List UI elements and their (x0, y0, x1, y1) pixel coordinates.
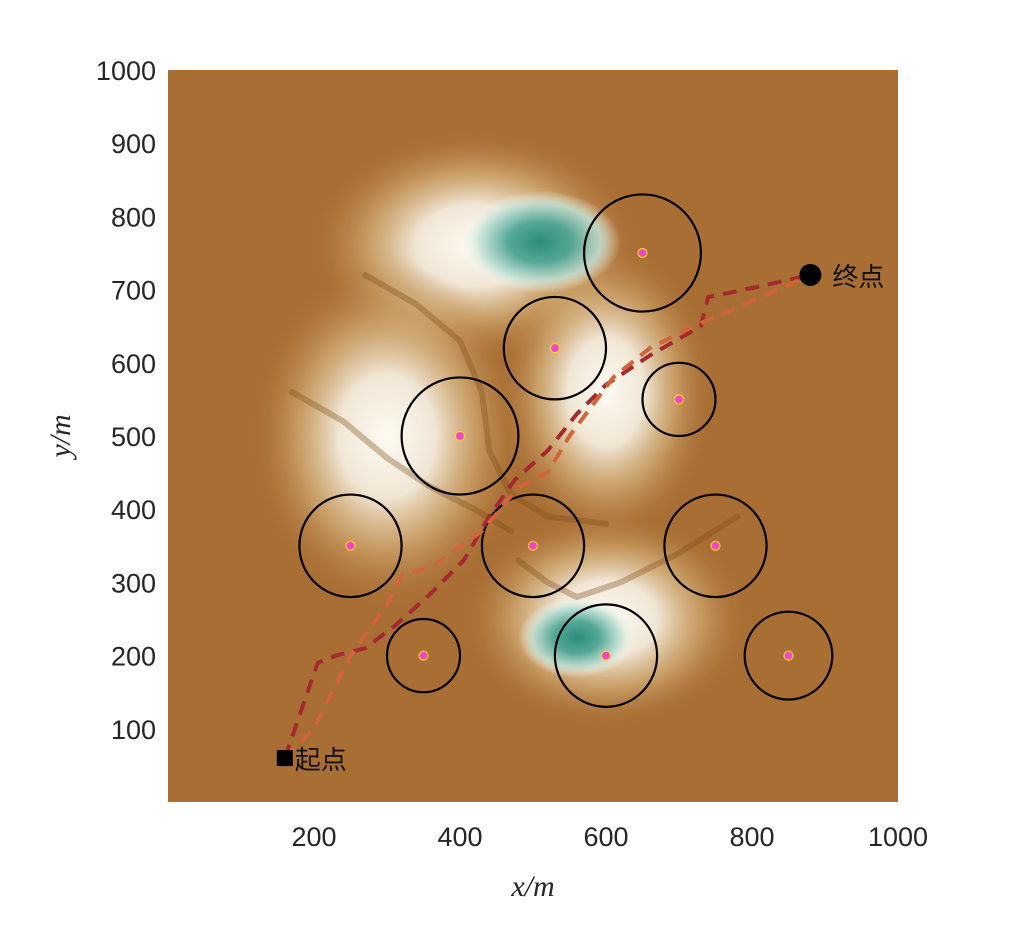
y-tick-label: 500 (111, 422, 156, 452)
y-tick-label: 200 (111, 642, 156, 672)
x-axis-title: x/m (510, 870, 554, 903)
threat-center (710, 540, 721, 551)
y-tick-label: 800 (111, 202, 156, 232)
plot-area: 起点 终点 (168, 70, 898, 802)
threat-circle (480, 493, 586, 599)
threat-center (673, 394, 685, 405)
x-tick-label: 600 (583, 822, 628, 852)
y-tick-label: 600 (111, 349, 156, 379)
threat-circle (385, 617, 462, 694)
y-tick-label: 300 (111, 568, 156, 598)
terrain-ridge (515, 513, 741, 601)
threat-circle (400, 376, 520, 496)
x-tick-label: 800 (729, 822, 774, 852)
threat-circle (298, 493, 403, 599)
x-axis-ticks: 200 400 600 800 1000 (291, 822, 928, 852)
terrain-map (248, 128, 752, 729)
threat-center (637, 247, 648, 259)
y-tick-label: 1000 (96, 56, 156, 86)
route-line (282, 273, 811, 759)
y-tick-label: 100 (111, 715, 156, 745)
y-tick-label: 700 (111, 276, 156, 306)
end-marker (799, 263, 822, 286)
threat-center (418, 650, 429, 661)
route-endpoints: 起点 终点 (276, 263, 884, 776)
start-marker (276, 750, 293, 767)
terrain-highlight (248, 260, 526, 612)
y-axis-ticks: 100 200 300 400 500 600 700 800 900 1000 (96, 56, 156, 745)
y-axis-title: y/m (44, 414, 77, 460)
terrain-ridge (289, 389, 515, 535)
threat-circle (553, 603, 659, 708)
terrain-ridge (362, 271, 609, 527)
threat-center (454, 430, 466, 442)
x-tick-label: 400 (437, 822, 482, 852)
threat-circle (502, 295, 608, 401)
threat-center (527, 540, 539, 551)
threat-circle (582, 193, 702, 313)
start-label: 起点 (295, 746, 347, 776)
route-paths (282, 273, 812, 760)
threat-center (345, 540, 356, 551)
route-line (283, 273, 812, 760)
end-label: 终点 (832, 263, 884, 293)
terrain-basin (518, 597, 636, 678)
x-tick-label: 1000 (868, 822, 928, 852)
x-tick-label: 200 (291, 822, 336, 852)
threat-circle (663, 493, 768, 599)
y-tick-label: 400 (111, 495, 156, 525)
threat-center (600, 650, 612, 661)
threat-circle (641, 361, 717, 438)
y-tick-label: 900 (111, 129, 156, 159)
threat-center (783, 650, 794, 661)
threat-zones (298, 193, 834, 708)
terrain-highlight (496, 238, 716, 546)
threat-center (549, 343, 561, 354)
threat-circle (743, 610, 834, 701)
terrain-basin (460, 190, 621, 294)
